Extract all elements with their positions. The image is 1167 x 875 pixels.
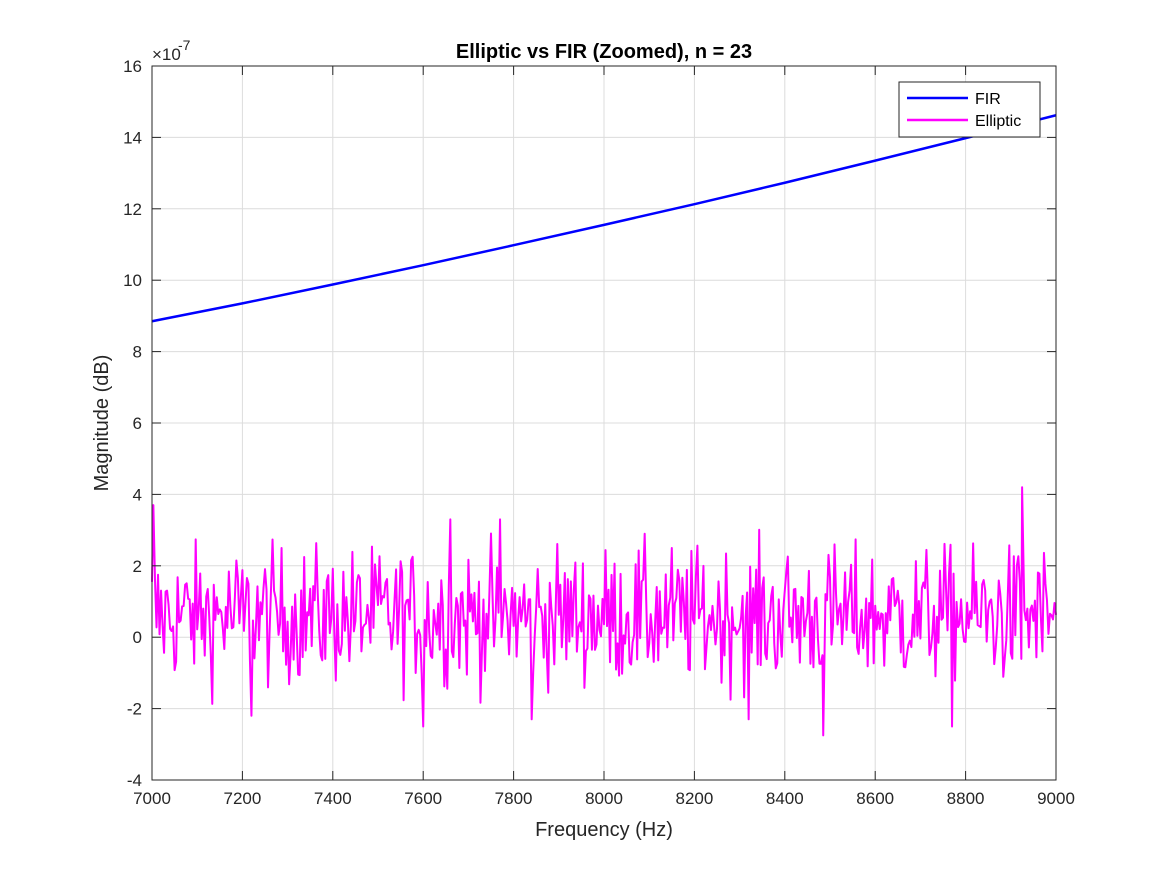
x-tick-label: 8600	[856, 789, 894, 808]
y-tick-label: -4	[127, 771, 142, 790]
y-tick-label: -2	[127, 700, 142, 719]
x-tick-label: 8800	[947, 789, 985, 808]
series-line-fir	[151, 114, 1057, 323]
y-tick-label: 10	[123, 271, 142, 290]
x-tick-label: 7200	[223, 789, 261, 808]
y-tick-label: 16	[123, 57, 142, 76]
x-tick-label: 7800	[495, 789, 533, 808]
series-line-elliptic	[151, 486, 1057, 737]
exponent-label: ×10 -7	[152, 37, 191, 64]
y-tick-label: 0	[133, 628, 142, 647]
x-tick-label: 8400	[766, 789, 804, 808]
legend-label-fir: FIR	[975, 91, 1001, 108]
tick-marks	[151, 65, 1057, 781]
x-tick-label: 8200	[675, 789, 713, 808]
x-tick-labels: 7000 7200 7400 7600 7800 8000 8200 8400 8600 8800…	[133, 789, 1075, 808]
y-axis-label: Magnitude (dB)	[91, 355, 113, 492]
x-tick-label: 7400	[314, 789, 352, 808]
legend-label-elliptic: Elliptic	[975, 113, 1021, 130]
y-tick-label: 6	[133, 414, 142, 433]
y-tick-label: 14	[123, 128, 142, 147]
y-tick-label: 12	[123, 200, 142, 219]
x-tick-label: 8000	[585, 789, 623, 808]
x-tick-label: 9000	[1037, 789, 1075, 808]
chart-title: Elliptic vs FIR (Zoomed), n = 23	[456, 41, 752, 63]
legend-box	[898, 81, 1041, 138]
x-tick-label: 7000	[133, 789, 171, 808]
x-tick-label: 7600	[404, 789, 442, 808]
y-tick-label: 2	[133, 557, 142, 576]
x-axis-label: Frequency (Hz)	[535, 819, 673, 841]
exponent-base: ×10	[152, 45, 181, 64]
y-tick-labels: -4 -2 0 2 4 6 8 10 12 14 16	[123, 57, 142, 790]
exponent-power: -7	[178, 37, 191, 53]
y-tick-label: 8	[133, 343, 142, 362]
legend: FIR Elliptic	[898, 81, 1041, 138]
series-layer	[151, 114, 1057, 737]
y-tick-label: 4	[133, 485, 142, 504]
